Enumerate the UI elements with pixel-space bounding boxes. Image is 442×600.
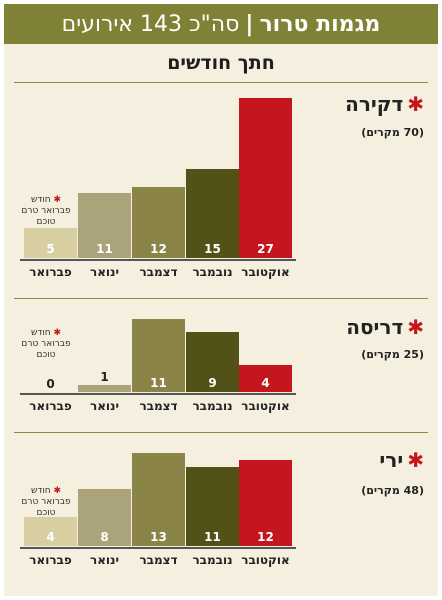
- shooting-value-label-0: 12: [257, 530, 274, 544]
- shooting-bar-4: [24, 517, 77, 546]
- ramming-category-label-4: פברואר: [29, 399, 72, 413]
- ramming-bar-0: [239, 365, 292, 392]
- stabbing-value-label-2: 12: [150, 242, 167, 256]
- ramming-note: ✱ חודש פברואר טרם טוכם: [18, 328, 74, 361]
- shooting-title-text: ירי: [379, 448, 404, 472]
- stabbing-category-label-1: נובמבר: [192, 265, 232, 279]
- note-text: חודש פברואר טרם טוכם: [21, 195, 71, 227]
- header-total: סה"כ 143 אירועים: [61, 11, 240, 37]
- ramming-title-text: דריסה: [346, 315, 404, 339]
- page-header: מגמות טרור | סה"כ 143 אירועים: [4, 4, 438, 44]
- star-icon: ✱: [53, 486, 62, 496]
- ramming-category-label-1: נובמבר: [192, 399, 232, 413]
- divider-middle: [14, 298, 428, 299]
- ramming-bar-3: [78, 385, 131, 392]
- star-icon: ✱: [407, 92, 424, 116]
- stabbing-bar-1: [186, 169, 239, 258]
- stabbing-value-label-0: 27: [257, 242, 274, 256]
- page-subtitle: חתך חודשים: [167, 52, 275, 74]
- ramming-value-label-0: 4: [261, 376, 269, 390]
- shooting-category-label-1: נובמבר: [192, 553, 232, 567]
- shooting-title: ✱ירי: [379, 448, 424, 472]
- ramming-value-label-4: 0: [46, 377, 54, 391]
- star-icon: ✱: [407, 315, 424, 339]
- star-icon: ✱: [407, 448, 424, 472]
- divider-top: [14, 82, 428, 83]
- stabbing-title: ✱דקירה: [345, 92, 424, 116]
- shooting-category-label-2: דצמבר: [139, 553, 177, 567]
- ramming-count: (25 מקרים): [361, 348, 424, 361]
- ramming-category-label-2: דצמבר: [139, 399, 177, 413]
- header-separator: |: [245, 11, 254, 37]
- shooting-value-label-2: 13: [150, 530, 167, 544]
- stabbing-bar-2: [132, 187, 185, 258]
- star-icon: ✱: [53, 328, 62, 338]
- shooting-category-label-4: פברואר: [29, 553, 72, 567]
- ramming-category-label-0: אוקטובר: [241, 399, 290, 413]
- shooting-count: (48 מקרים): [361, 484, 424, 497]
- stabbing-bar-0: [239, 98, 292, 258]
- stabbing-bar-3: [78, 193, 131, 258]
- ramming-bar-2: [132, 319, 185, 392]
- shooting-category-label-0: אוקטובר: [241, 553, 290, 567]
- stabbing-title-text: דקירה: [345, 92, 404, 116]
- shooting-value-label-4: 4: [46, 530, 54, 544]
- shooting-note: ✱ חודש פברואר טרם טוכם: [18, 486, 74, 519]
- header-title: מגמות טרור: [259, 11, 381, 37]
- shooting-value-label-3: 8: [100, 530, 108, 544]
- ramming-bar-1: [186, 332, 239, 392]
- shooting-bar-3: [78, 489, 131, 546]
- shooting-category-label-3: ינואר: [90, 553, 119, 567]
- shooting-bar-2: [132, 453, 185, 546]
- ramming-value-label-2: 11: [150, 376, 167, 390]
- ramming-category-label-3: ינואר: [90, 399, 119, 413]
- note-text: חודש פברואר טרם טוכם: [21, 486, 71, 518]
- divider-bottom: [14, 432, 428, 433]
- ramming-value-label-3: 1: [100, 370, 108, 384]
- shooting-bar-0: [239, 460, 292, 546]
- stabbing-count: (70 מקרים): [361, 126, 424, 139]
- shooting-bar-1: [186, 467, 239, 546]
- stabbing-value-label-4: 5: [46, 242, 54, 256]
- ramming-title: ✱דריסה: [346, 315, 424, 339]
- stabbing-category-label-3: ינואר: [90, 265, 119, 279]
- stabbing-category-label-4: פברואר: [29, 265, 72, 279]
- stabbing-value-label-3: 11: [96, 242, 113, 256]
- stabbing-bar-4: [24, 228, 77, 258]
- note-text: חודש פברואר טרם טוכם: [21, 328, 71, 360]
- star-icon: ✱: [53, 195, 62, 205]
- stabbing-category-label-0: אוקטובר: [241, 265, 290, 279]
- stabbing-value-label-1: 15: [204, 242, 221, 256]
- stabbing-note: ✱ חודש פברואר טרם טוכם: [18, 195, 74, 228]
- stabbing-category-label-2: דצמבר: [139, 265, 177, 279]
- ramming-value-label-1: 9: [208, 376, 216, 390]
- shooting-value-label-1: 11: [204, 530, 221, 544]
